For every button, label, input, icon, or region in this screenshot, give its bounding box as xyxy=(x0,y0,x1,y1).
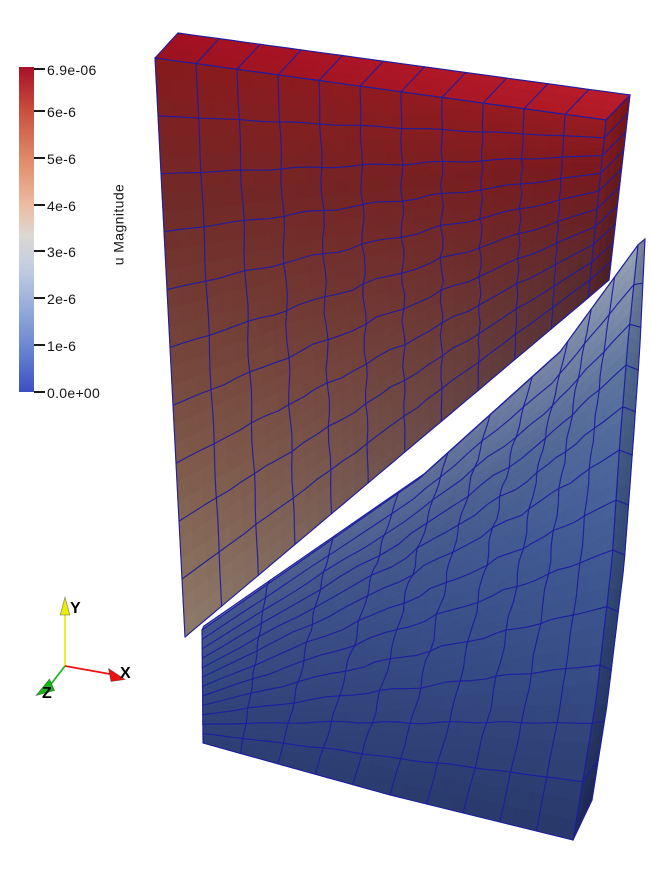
upper-plate xyxy=(154,32,631,638)
lower-plate-front-face xyxy=(201,243,639,841)
lower-plate xyxy=(201,238,646,841)
upper-plate-front-face xyxy=(154,57,607,638)
upper-plate-right-face xyxy=(587,93,631,299)
